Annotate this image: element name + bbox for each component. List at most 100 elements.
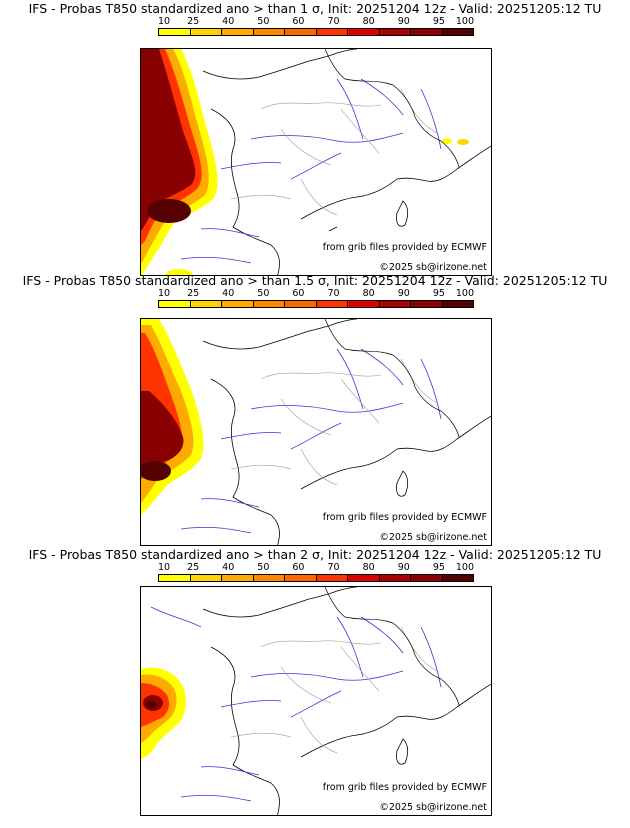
colorbar-tick-label: 80 [362, 16, 375, 27]
map-canvas [141, 319, 491, 545]
map-panel-2: IFS - Probas T850 standardized ano > tha… [0, 272, 630, 548]
colorbar-tick-label: 90 [397, 16, 410, 27]
coastline-atlantic [210, 108, 280, 275]
colorbar-tick-label: 50 [257, 16, 270, 27]
rivers [180, 348, 442, 534]
colorbar-tick-label: 25 [187, 562, 200, 573]
panel-title: IFS - Probas T850 standardized ano > tha… [28, 547, 602, 562]
colorbar-swatch [285, 29, 317, 35]
colorbar-tick-label: 25 [187, 288, 200, 299]
country-borders [324, 319, 460, 438]
colorbar-tick-label: 100 [455, 288, 474, 299]
colorbar-tick-label: 40 [222, 562, 235, 573]
colorbar-swatch [348, 575, 380, 581]
colorbar-swatch [411, 575, 443, 581]
colorbar-swatch [190, 301, 222, 307]
colorbar-swatch [222, 29, 254, 35]
colorbar-tick-label: 10 [158, 288, 171, 299]
admin-borders [230, 626, 438, 754]
panel-title: IFS - Probas T850 standardized ano > tha… [28, 1, 602, 16]
colorbar-tick-label: 50 [257, 562, 270, 573]
colorbar-tick-label: 70 [327, 562, 340, 573]
colorbar: 10 25 40 50 60 70 80 90 95 100 [158, 563, 474, 585]
colorbar-swatch [442, 301, 473, 307]
colorbar-swatch [253, 575, 285, 581]
country-borders [324, 587, 460, 706]
probability-map: from grib files provided by ECMWF ©2025 … [140, 48, 492, 276]
colorbar-tick-label: 90 [397, 562, 410, 573]
prob-shade-100 [147, 199, 191, 223]
panel-title: IFS - Probas T850 standardized ano > tha… [22, 273, 608, 288]
colorbar-swatch [222, 575, 254, 581]
colorbar-swatch [159, 301, 191, 307]
data-source-credit: from grib files provided by ECMWF [322, 512, 487, 523]
colorbar-swatch [348, 301, 380, 307]
colorbar-swatch [285, 575, 317, 581]
colorbar-tick-label: 10 [158, 16, 171, 27]
colorbar-tick-label: 95 [432, 288, 445, 299]
coastline-channel [202, 587, 358, 618]
colorbar: 10 25 40 50 60 70 80 90 95 100 [158, 289, 474, 311]
colorbar-swatch [253, 301, 285, 307]
colorbar-swatch [253, 29, 285, 35]
prob-shade-95 [141, 49, 196, 231]
colorbar-tick-label: 80 [362, 288, 375, 299]
coastline-corsica [396, 738, 409, 765]
colorbar-swatch [379, 301, 411, 307]
probability-map: from grib files provided by ECMWF ©2025 … [140, 586, 492, 816]
colorbar: 10 25 40 50 60 70 80 90 95 100 [158, 17, 474, 39]
data-source-credit: from grib files provided by ECMWF [322, 242, 487, 253]
coastline-corsica [396, 470, 409, 497]
prob-shade-small [165, 269, 193, 275]
colorbar-tick-label: 80 [362, 562, 375, 573]
colorbar-tick-label: 95 [432, 16, 445, 27]
colorbar-tick-label: 60 [292, 562, 305, 573]
colorbar-tick-label: 70 [327, 288, 340, 299]
admin-borders [230, 358, 438, 486]
colorbar-swatch [379, 575, 411, 581]
coastline-corsica [396, 200, 409, 227]
coastline-mediterranean [300, 145, 491, 220]
colorbar-swatch [316, 29, 348, 35]
colorbar-tick-label: 10 [158, 562, 171, 573]
copyright-credit: ©2025 sb@irizone.net [379, 802, 487, 813]
colorbar-swatch [411, 301, 443, 307]
colorbar-tick-label: 60 [292, 16, 305, 27]
coastline-mediterranean [300, 683, 491, 758]
colorbar-tick-label: 95 [432, 562, 445, 573]
colorbar-tick-label: 40 [222, 288, 235, 299]
coastline-channel [202, 49, 358, 80]
colorbar-strip [158, 28, 474, 36]
coastline-atlantic [210, 646, 280, 815]
probability-map: from grib files provided by ECMWF ©2025 … [140, 318, 492, 546]
colorbar-swatch [285, 301, 317, 307]
colorbar-swatch [190, 575, 222, 581]
colorbar-tick-label: 70 [327, 16, 340, 27]
colorbar-tick-label: 50 [257, 288, 270, 299]
prob-shade-100 [141, 461, 171, 481]
map-panel-3: IFS - Probas T850 standardized ano > tha… [0, 546, 630, 822]
colorbar-strip [158, 300, 474, 308]
colorbar-swatch [316, 575, 348, 581]
colorbar-strip [158, 574, 474, 582]
rivers [180, 78, 442, 264]
colorbar-swatch [159, 575, 191, 581]
colorbar-swatch [348, 29, 380, 35]
colorbar-tick-label: 100 [455, 16, 474, 27]
map-canvas [141, 587, 491, 815]
colorbar-labels: 10 25 40 50 60 70 80 90 95 100 [158, 563, 474, 573]
colorbar-swatch [222, 301, 254, 307]
copyright-credit: ©2025 sb@irizone.net [379, 262, 487, 273]
prob-spot-alps [457, 139, 469, 145]
colorbar-swatch [159, 29, 191, 35]
colorbar-tick-label: 90 [397, 288, 410, 299]
admin-borders [230, 88, 438, 216]
map-panel-1: IFS - Probas T850 standardized ano > tha… [0, 0, 630, 276]
coastline-islands [328, 226, 338, 232]
colorbar-swatch [316, 301, 348, 307]
colorbar-swatch [442, 575, 473, 581]
coastline-mediterranean [300, 415, 491, 490]
data-source-credit: from grib files provided by ECMWF [322, 782, 487, 793]
coastline-channel [202, 319, 358, 350]
colorbar-swatch [442, 29, 473, 35]
